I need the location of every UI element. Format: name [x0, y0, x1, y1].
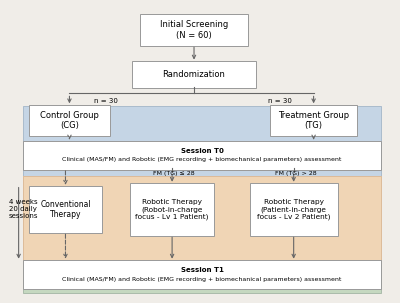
Text: n = 30: n = 30	[94, 98, 118, 104]
Text: FM (TG) > 28: FM (TG) > 28	[275, 171, 316, 176]
FancyBboxPatch shape	[130, 183, 214, 236]
Text: Clinical (MAS/FM) and Robotic (EMG recording + biomechanical parameters) assessm: Clinical (MAS/FM) and Robotic (EMG recor…	[62, 277, 342, 281]
Text: 4 weeks
20 daily
sessions: 4 weeks 20 daily sessions	[9, 199, 38, 219]
FancyBboxPatch shape	[28, 105, 110, 136]
Bar	[23, 176, 381, 266]
Bar	[23, 266, 381, 293]
Text: Session T0: Session T0	[180, 148, 224, 154]
Text: Robotic Therapy
(Patient-in-charge
focus - Lv 2 Patient): Robotic Therapy (Patient-in-charge focus…	[257, 199, 330, 220]
Text: n = 30: n = 30	[268, 98, 292, 104]
FancyBboxPatch shape	[140, 14, 248, 46]
FancyBboxPatch shape	[250, 183, 338, 236]
Text: Treatment Group
(TG): Treatment Group (TG)	[278, 111, 349, 130]
Text: Randomization: Randomization	[162, 70, 226, 79]
FancyBboxPatch shape	[23, 260, 381, 289]
Text: Clinical (MAS/FM) and Robotic (EMG recording + biomechanical parameters) assessm: Clinical (MAS/FM) and Robotic (EMG recor…	[62, 157, 342, 162]
FancyBboxPatch shape	[270, 105, 358, 136]
Text: Control Group
(CG): Control Group (CG)	[40, 111, 99, 130]
Text: Session T1: Session T1	[180, 267, 224, 273]
FancyBboxPatch shape	[23, 141, 381, 170]
Text: Conventional
Therapy: Conventional Therapy	[40, 200, 91, 219]
FancyBboxPatch shape	[132, 61, 256, 88]
Text: Initial Screening
(N = 60): Initial Screening (N = 60)	[160, 20, 228, 40]
Text: FM (TG) ≤ 28: FM (TG) ≤ 28	[153, 171, 195, 176]
FancyBboxPatch shape	[28, 186, 102, 233]
Bar	[23, 106, 381, 176]
Text: Robotic Therapy
(Robot-in-charge
focus - Lv 1 Patient): Robotic Therapy (Robot-in-charge focus -…	[135, 199, 209, 220]
